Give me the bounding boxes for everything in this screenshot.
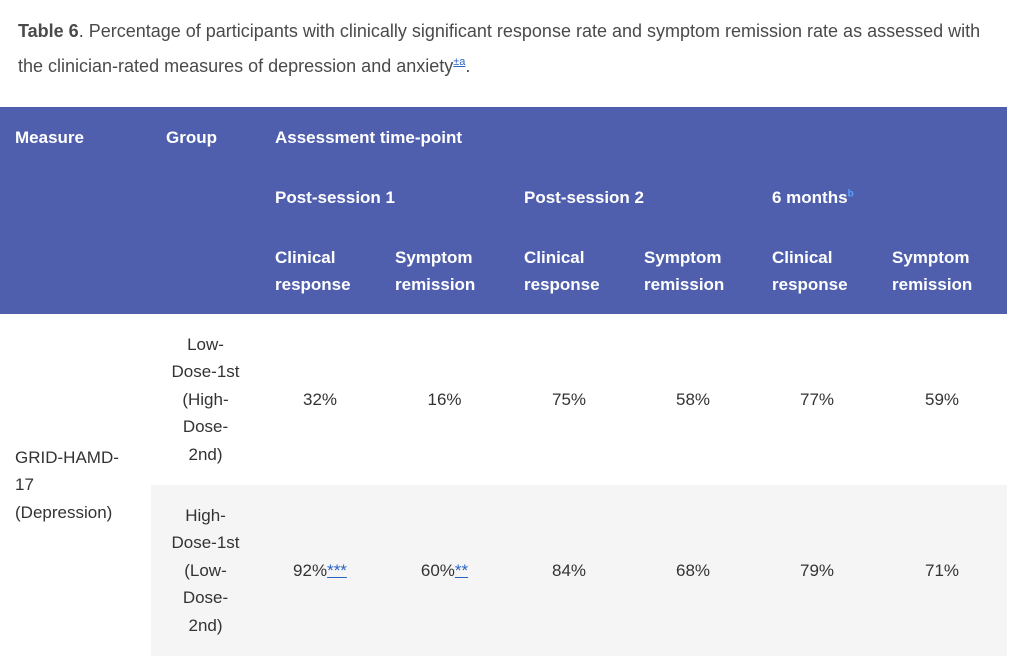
value-cell: 75% xyxy=(551,389,587,409)
value-cell: 79% xyxy=(757,485,877,656)
significance-link[interactable]: *** xyxy=(327,560,347,580)
table-row: GRID-HAMD- 17 (Depression) Low- Dose-1st… xyxy=(0,314,1007,522)
table-label: Table 6 xyxy=(18,21,79,41)
value-cell: 60%** xyxy=(380,485,509,656)
value-cell: 16% xyxy=(427,389,462,409)
value-cell: 84% xyxy=(509,485,629,656)
table-body: GRID-HAMD- 17 (Depression) Low- Dose-1st… xyxy=(0,314,1007,656)
table-row: High- Dose-1st (Low- Dose- 2nd) 92%*** 6… xyxy=(0,485,1007,656)
measure-cell: GRID-HAMD- 17 (Depression) xyxy=(15,447,119,522)
header-symptom-remission-ps1: Symptom remission xyxy=(395,247,476,294)
value-cell: 32% xyxy=(302,389,338,409)
header-symptom-remission-ps2: Symptom remission xyxy=(644,247,725,294)
value-cell: 68% xyxy=(629,485,757,656)
group-cell: Low- Dose-1st (High- Dose- 2nd) xyxy=(171,334,240,464)
group-cell: High- Dose-1st (Low- Dose- 2nd) xyxy=(151,485,260,656)
value-cell: 71% xyxy=(877,485,1007,656)
value-cell: 58% xyxy=(675,389,711,409)
table-header: Measure Group Assessment time-point Post… xyxy=(0,107,1007,314)
header-measure: Measure xyxy=(15,127,84,147)
value-cell: 59% xyxy=(924,389,960,409)
significance-link[interactable]: ** xyxy=(454,560,469,580)
header-clinical-response-6m: Clinical response xyxy=(772,247,848,294)
table-container: Measure Group Assessment time-point Post… xyxy=(0,107,1007,662)
results-table: Measure Group Assessment time-point Post… xyxy=(0,107,1007,656)
header-clinical-response-ps1: Clinical response xyxy=(275,247,351,294)
header-group: Group xyxy=(166,127,217,147)
header-post-session-1: Post-session 1 xyxy=(275,187,395,207)
header-6-months-footnote[interactable]: b xyxy=(847,187,854,199)
header-6-months: 6 monthsb xyxy=(772,187,854,207)
header-clinical-response-ps2: Clinical response xyxy=(524,247,600,294)
value-cell: 77% xyxy=(799,389,835,409)
header-timepoint: Assessment time-point xyxy=(275,127,463,147)
header-post-session-2: Post-session 2 xyxy=(524,187,644,207)
value-cell: 92%*** xyxy=(260,485,380,656)
caption-footnote-link[interactable]: ±a xyxy=(453,56,466,68)
table-caption: Table 6. Percentage of participants with… xyxy=(18,14,993,84)
header-symptom-remission-6m: Symptom remission xyxy=(892,247,973,294)
caption-text: . Percentage of participants with clinic… xyxy=(18,21,981,76)
caption-end: . xyxy=(465,56,471,76)
